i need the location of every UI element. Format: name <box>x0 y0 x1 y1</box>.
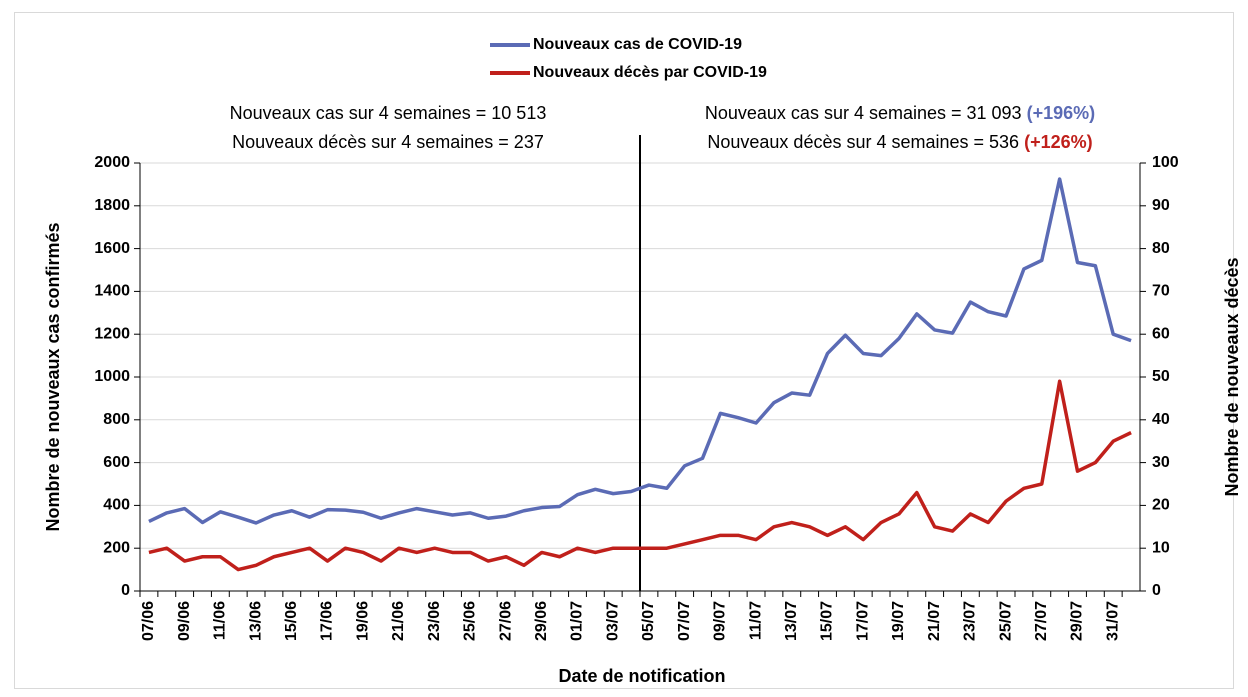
x-tick-label: 27/06 <box>497 601 514 641</box>
x-tick-label: 13/06 <box>247 601 264 641</box>
x-tick-label: 29/06 <box>533 601 550 641</box>
y-tick-label: 1800 <box>94 197 130 214</box>
y2-tick-label: 70 <box>1152 283 1170 300</box>
x-tick-label: 03/07 <box>604 601 621 641</box>
y-tick-label: 0 <box>121 582 130 599</box>
x-tick-label: 19/06 <box>354 601 371 641</box>
y2-tick-label: 60 <box>1152 325 1170 342</box>
x-tick-label: 17/07 <box>854 601 871 641</box>
y-tick-label: 1200 <box>94 325 130 342</box>
annotation-change: (+126%) <box>1024 132 1093 152</box>
x-tick-label: 25/06 <box>462 601 479 641</box>
x-tick-label: 29/07 <box>1069 601 1086 641</box>
annotation: Nouveaux décès sur 4 semaines = 237 <box>232 132 544 152</box>
y-tick-label: 600 <box>103 454 130 471</box>
y2-tick-label: 80 <box>1152 240 1170 257</box>
series-line <box>148 379 1132 572</box>
x-tick-label: 05/07 <box>640 601 657 641</box>
x-tick-label: 09/07 <box>712 601 729 641</box>
annotation-change: (+196%) <box>1027 103 1096 123</box>
x-tick-label: 07/07 <box>676 601 693 641</box>
x-tick-label: 23/06 <box>426 601 443 641</box>
x-tick-label: 01/07 <box>569 601 586 641</box>
y2-tick-label: 90 <box>1152 197 1170 214</box>
x-tick-label: 27/07 <box>1033 601 1050 641</box>
x-tick-label: 13/07 <box>783 601 800 641</box>
annotation: Nouveaux cas sur 4 semaines = 31 093 <box>705 103 1022 123</box>
x-tick-label: 15/07 <box>819 601 836 641</box>
y2-tick-label: 100 <box>1152 154 1179 171</box>
y2-tick-label: 20 <box>1152 497 1170 514</box>
y-tick-label: 400 <box>103 497 130 514</box>
legend-label: Nouveaux cas de COVID-19 <box>533 36 742 53</box>
x-tick-label: 17/06 <box>319 601 336 641</box>
y2-tick-label: 50 <box>1152 368 1170 385</box>
x-tick-label: 19/07 <box>890 601 907 641</box>
x-tick-label: 25/07 <box>997 601 1014 641</box>
x-tick-label: 31/07 <box>1104 601 1121 641</box>
legend-label: Nouveaux décès par COVID-19 <box>533 64 767 81</box>
y-tick-label: 200 <box>103 539 130 556</box>
x-tick-label: 11/06 <box>212 601 229 640</box>
y2-tick-label: 0 <box>1152 582 1161 599</box>
y-axis-title: Nombre de nouveaux cas confirmés <box>43 222 63 531</box>
y-tick-label: 800 <box>103 411 130 428</box>
x-tick-label: 07/06 <box>140 601 157 641</box>
y2-tick-label: 10 <box>1152 539 1170 556</box>
x-axis-title: Date de notification <box>558 666 725 686</box>
y2-tick-label: 40 <box>1152 411 1170 428</box>
y-tick-label: 2000 <box>94 154 130 171</box>
x-tick-label: 23/07 <box>962 601 979 641</box>
annotation: Nouveaux cas sur 4 semaines = 31 093 (+1… <box>705 103 1095 123</box>
x-tick-label: 11/07 <box>747 601 764 640</box>
y2-tick-label: 30 <box>1152 454 1170 471</box>
y-tick-label: 1000 <box>94 368 130 385</box>
x-tick-label: 09/06 <box>176 601 193 641</box>
annotation: Nouveaux décès sur 4 semaines = 536 (+12… <box>707 132 1092 152</box>
y2-axis-title: Nombre de nouveaux décès <box>1222 257 1242 496</box>
series-line <box>148 177 1132 525</box>
y-tick-label: 1600 <box>94 240 130 257</box>
x-tick-label: 15/06 <box>283 601 300 641</box>
x-tick-label: 21/06 <box>390 601 407 641</box>
annotation: Nouveaux cas sur 4 semaines = 10 513 <box>230 103 547 123</box>
annotation: Nouveaux décès sur 4 semaines = 536 <box>707 132 1019 152</box>
x-tick-label: 21/07 <box>926 601 943 641</box>
frame <box>14 12 1234 689</box>
y-tick-label: 1400 <box>94 283 130 300</box>
